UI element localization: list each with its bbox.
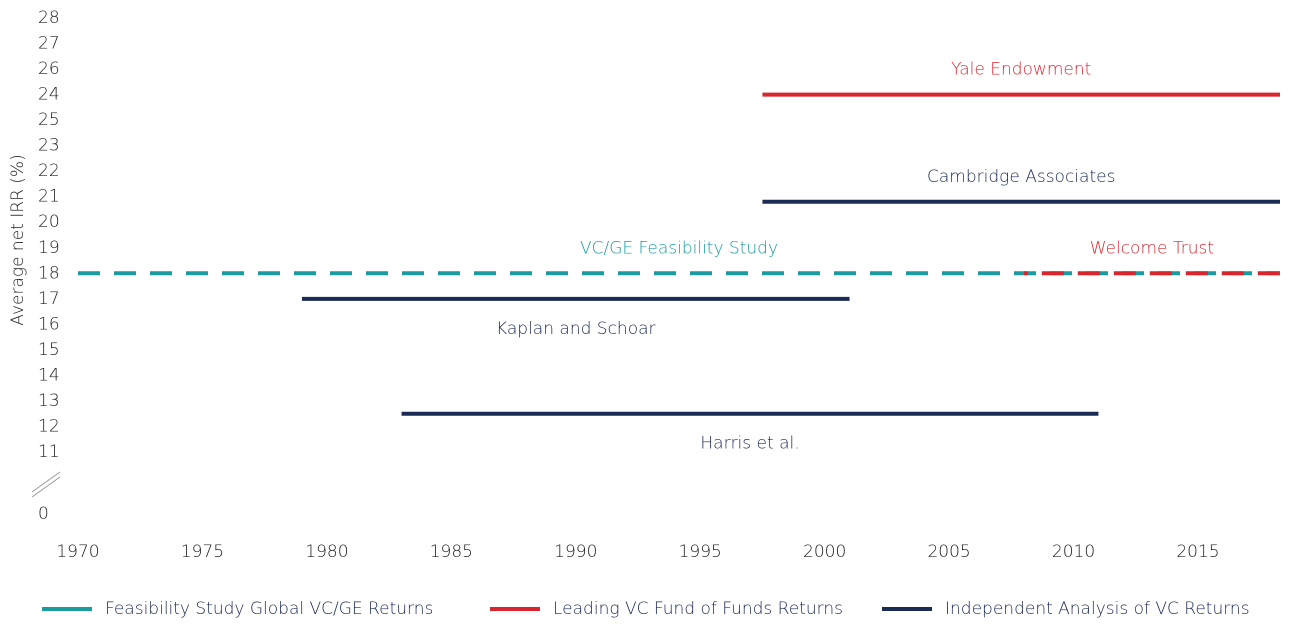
y-tick-label: 17 xyxy=(38,289,60,309)
segment-label: Welcome Trust xyxy=(1090,238,1214,258)
axis-break xyxy=(31,476,61,498)
y-tick-label: 12 xyxy=(38,416,60,436)
x-tick-label: 2010 xyxy=(1052,542,1095,562)
segment-label: Harris et al. xyxy=(700,434,799,454)
y-tick-label: 0 xyxy=(38,504,49,524)
y-tick-label: 19 xyxy=(38,238,60,258)
x-tick-label: 1990 xyxy=(554,542,597,562)
x-tick-label: 2005 xyxy=(927,542,970,562)
segment-label: Cambridge Associates xyxy=(927,167,1115,187)
y-tick-label: 25 xyxy=(38,110,60,130)
y-tick-label: 27 xyxy=(38,34,60,54)
x-tick-label: 1980 xyxy=(305,542,348,562)
y-tick-label: 16 xyxy=(38,314,60,334)
y-tick-label: 21 xyxy=(38,187,60,207)
x-tick-label: 1970 xyxy=(56,542,99,562)
y-tick-label: 24 xyxy=(38,85,60,105)
y-tick-label: 15 xyxy=(38,340,60,360)
y-tick-label: 11 xyxy=(38,442,60,462)
y-tick-label: 20 xyxy=(38,212,60,232)
segment-label: Yale Endowment xyxy=(951,60,1091,80)
x-tick-label: 1985 xyxy=(430,542,473,562)
y-tick-label: 28 xyxy=(38,8,60,28)
legend-label: Independent Analysis of VC Returns xyxy=(945,599,1250,619)
axis-break xyxy=(31,471,61,493)
legend-label: Leading VC Fund of Funds Returns xyxy=(553,599,843,619)
y-tick-label: 18 xyxy=(38,263,60,283)
segment-label: Kaplan and Schoar xyxy=(496,319,655,339)
x-tick-label: 1975 xyxy=(181,542,224,562)
x-tick-label: 1995 xyxy=(679,542,722,562)
y-tick-label: 23 xyxy=(38,136,60,156)
y-tick-label: 13 xyxy=(38,391,60,411)
x-tick-label: 2015 xyxy=(1176,542,1219,562)
y-tick-label: 22 xyxy=(38,161,60,181)
y-tick-label: 26 xyxy=(38,59,60,79)
y-axis-title: Average net IRR (%) xyxy=(8,154,28,325)
legend-label: Feasibility Study Global VC/GE Returns xyxy=(105,599,433,619)
y-tick-label: 14 xyxy=(38,365,60,385)
x-tick-label: 2000 xyxy=(803,542,846,562)
segment-label: VC/GE Feasibility Study xyxy=(580,238,778,258)
